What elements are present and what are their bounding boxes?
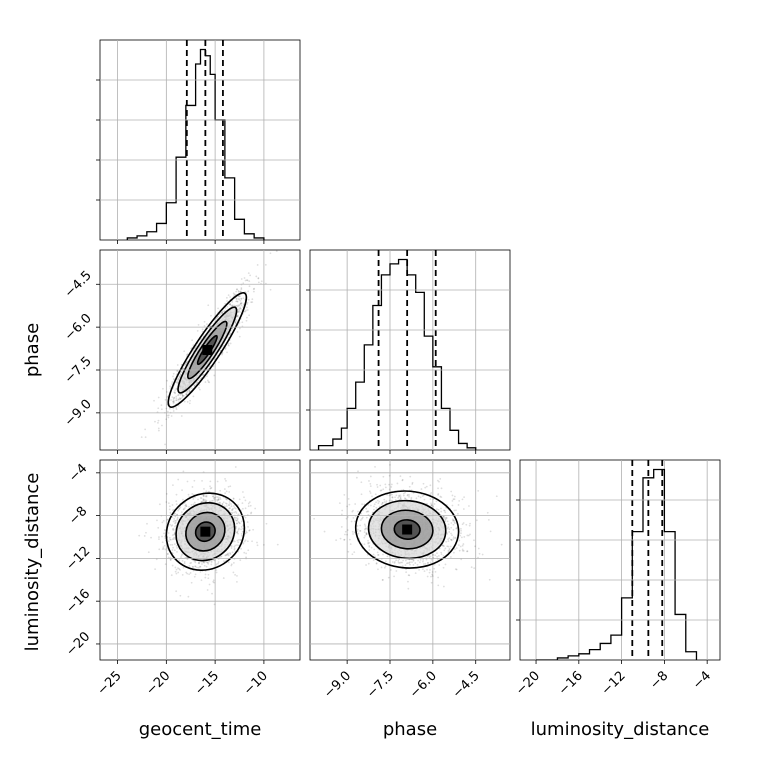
- y-tick-label: −12: [63, 544, 93, 574]
- density-peak: [202, 345, 213, 355]
- y-tick-label: −4.5: [62, 268, 95, 301]
- y-label-phase: phase: [22, 323, 43, 377]
- x-tick-label: −10: [241, 668, 271, 698]
- y-tick-label: −4: [66, 461, 90, 485]
- x-tick-label: −15: [192, 668, 222, 698]
- density-peak: [200, 526, 211, 537]
- x-tick-label: −4: [690, 668, 714, 692]
- panel-geocent-time-luminosity-distance: −20−16−12−8−4−25 −20 −15 −10: [63, 459, 301, 698]
- x-tick-label: −9.0: [321, 668, 354, 701]
- y-tick-label: −7.5: [62, 354, 95, 387]
- x-label-geocent-time: geocent_time: [139, 719, 262, 740]
- contour-2: [185, 511, 226, 552]
- contour-2: [380, 509, 434, 550]
- panel-luminosity-distance-luminosity-distance: −20 −16 −12 −8 −4: [513, 459, 721, 698]
- contour-1: [177, 306, 238, 394]
- histogram-geocent-time: [126, 48, 265, 240]
- panel-geocent-time-phase: −9.0 −7.5 −6.0 −4.5: [62, 249, 301, 454]
- contour-2: [187, 320, 228, 380]
- panel-phase-phase: [306, 249, 511, 454]
- panel-frame: [519, 459, 721, 661]
- x-tick-label: −20: [143, 668, 173, 698]
- y-label-luminosity-distance: luminosity_distance: [22, 473, 43, 652]
- histogram-luminosity-distance: [536, 468, 698, 660]
- y-tick-label: −20: [63, 629, 93, 659]
- y-tick-label: −8: [66, 504, 90, 528]
- histogram-phase: [317, 258, 477, 450]
- contour-3: [194, 521, 216, 543]
- panel-frame: [99, 39, 301, 241]
- x-tick-label: −7.5: [364, 668, 397, 701]
- x-tick-label: −25: [95, 668, 125, 698]
- x-tick-label: −8: [647, 668, 671, 692]
- x-label-luminosity-distance: luminosity_distance: [531, 719, 710, 740]
- y-tick-label: −16: [63, 587, 93, 617]
- x-tick-label: −4.5: [450, 668, 483, 701]
- y-tick-label: −9.0: [62, 397, 95, 430]
- panel-frame: [309, 249, 511, 451]
- x-label-phase: phase: [383, 719, 437, 740]
- x-tick-label: −12: [599, 668, 629, 698]
- contour-1: [175, 501, 236, 562]
- x-tick-label: −6.0: [407, 668, 440, 701]
- density-peak: [402, 524, 413, 535]
- panel-phase-luminosity-distance: −9.0 −7.5 −6.0 −4.5: [309, 459, 511, 701]
- y-tick-label: −6.0: [62, 311, 95, 344]
- panel-frame: [309, 459, 511, 661]
- x-tick-label: −20: [513, 668, 543, 698]
- panel-geocent-time-geocent-time: [96, 39, 301, 244]
- contour-0: [354, 490, 460, 569]
- x-tick-label: −16: [556, 668, 586, 698]
- contour-0: [167, 292, 248, 408]
- contour-3: [393, 519, 421, 540]
